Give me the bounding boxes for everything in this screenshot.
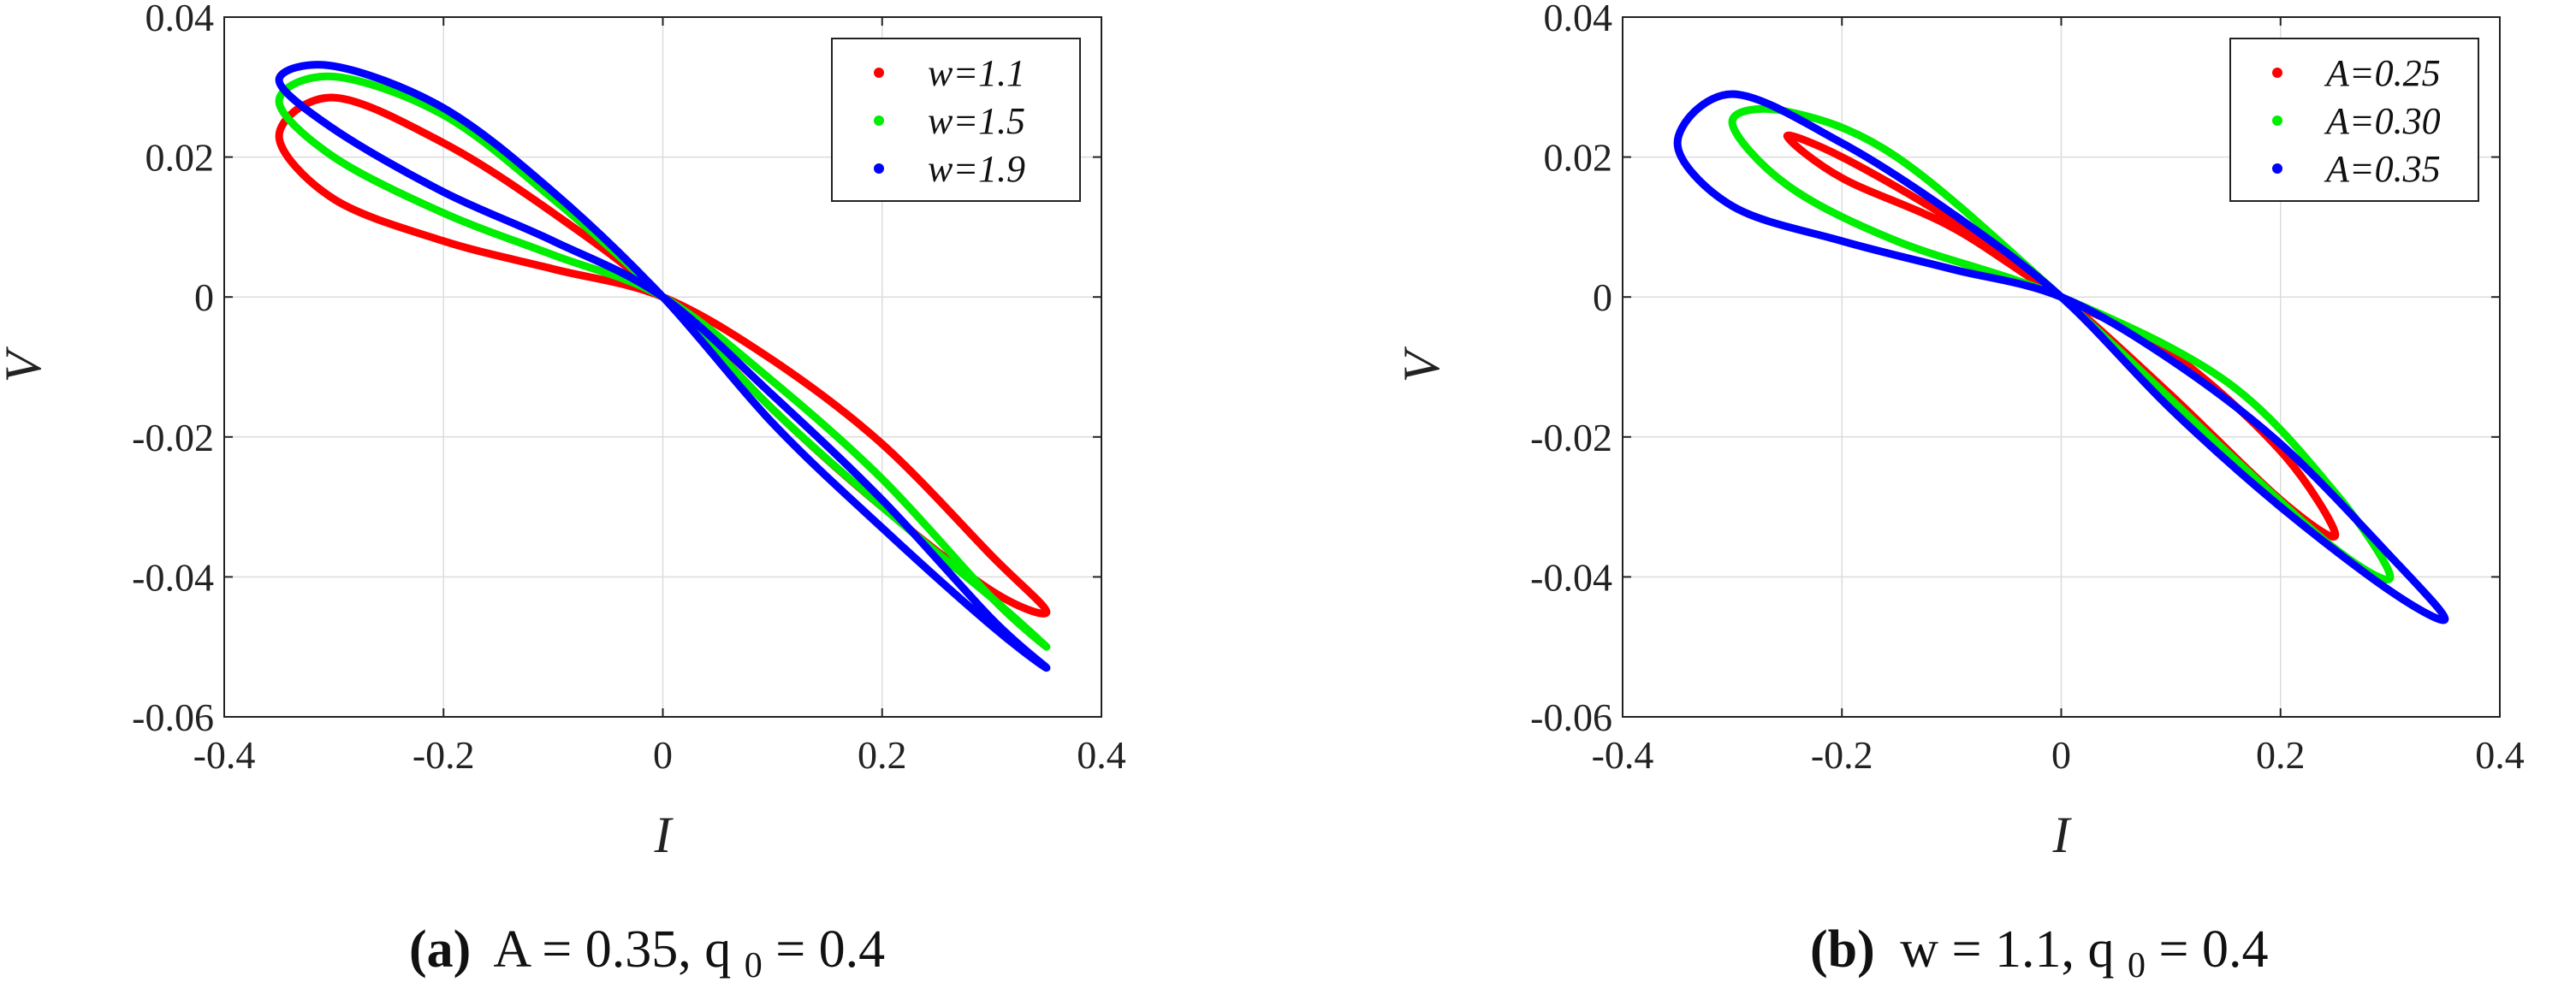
caption-tail-a: = 0.4	[775, 920, 885, 979]
legend-marker	[874, 68, 884, 78]
legend-a: w=1.1 w=1.5 w=1.9	[831, 38, 1081, 202]
caption-math-a: A = 0.35, q	[493, 920, 731, 979]
caption-label-b: (b)	[1810, 920, 1875, 979]
legend-marker	[874, 163, 884, 174]
y-tick-label: 0.02	[145, 136, 215, 180]
caption-a: (a) A = 0.35, q 0 = 0.4	[409, 920, 885, 989]
x-tick-label: 0.4	[2475, 733, 2525, 777]
y-tick-label: -0.02	[1530, 416, 1612, 459]
y-axis-label-a: V	[0, 346, 51, 382]
legend-label: A=0.25	[2324, 52, 2441, 94]
y-tick-label: -0.04	[132, 555, 214, 599]
y-tick-label: -0.06	[132, 695, 214, 739]
x-tick-label: 0.2	[858, 733, 907, 777]
caption-label-a: (a)	[409, 920, 471, 979]
x-tick-label: -0.4	[193, 733, 256, 777]
y-tick-label: -0.06	[1530, 695, 1612, 739]
x-axis-label-a: I	[654, 807, 674, 863]
series-line-a-0-30	[1728, 104, 2395, 583]
x-axis-label-b: I	[2052, 807, 2073, 863]
y-tick-label: 0.04	[1544, 0, 1613, 39]
caption-sub-b: 0	[2128, 946, 2146, 985]
legend-box	[831, 38, 1081, 202]
x-tick-label: 0	[653, 733, 673, 777]
y-tick-label: 0.04	[145, 0, 215, 39]
chart-panel-b: -0.4 -0.2 0 0.2 0.4 0.04 0.02 0 -0.02 -0.04 -0.06…	[1393, 0, 2525, 989]
curves-a	[275, 61, 1051, 672]
chart-panel-a: -0.4 -0.2 0 0.2 0.4 0.04 0.02 0 -0.02 -0.04 -0.06…	[0, 0, 1126, 989]
caption-tail-b: = 0.4	[2159, 920, 2269, 979]
x-tick-label: 0.4	[1077, 733, 1126, 777]
x-tick-labels-a: -0.4 -0.2 0 0.2 0.4	[193, 733, 1126, 777]
caption-math-b: w = 1.1, q	[1900, 920, 2114, 979]
legend-label: A=0.30	[2324, 100, 2441, 142]
legend-b: A=0.25 A=0.30 A=0.35	[2229, 38, 2479, 202]
legend-label: A=0.35	[2324, 148, 2441, 190]
legend-label: w=1.1	[928, 52, 1025, 94]
legend-marker	[874, 115, 884, 126]
series-line-a-0-35	[1673, 90, 2449, 624]
x-tick-label: 0	[2051, 733, 2071, 777]
x-tick-label: -0.2	[413, 733, 475, 777]
legend-marker	[2272, 68, 2282, 78]
y-tick-labels-b: 0.04 0.02 0 -0.02 -0.04 -0.06	[1530, 0, 1612, 739]
legend-label: w=1.9	[928, 148, 1025, 190]
curves-b	[1673, 90, 2449, 624]
caption-sub-a: 0	[745, 946, 763, 985]
x-tick-labels-b: -0.4 -0.2 0 0.2 0.4	[1592, 733, 2525, 777]
y-axis-label-b: V	[1393, 346, 1450, 382]
y-tick-labels-a: 0.04 0.02 0 -0.02 -0.04 -0.06	[132, 0, 214, 739]
legend-marker	[2272, 163, 2282, 174]
y-tick-label: 0	[1593, 275, 1612, 319]
y-tick-label: -0.04	[1530, 555, 1612, 599]
caption-b: (b) w = 1.1, q 0 = 0.4	[1810, 920, 2269, 989]
y-tick-label: -0.02	[132, 416, 214, 459]
y-tick-label: 0	[194, 275, 214, 319]
series-line-w-1-5	[275, 72, 1051, 651]
legend-marker	[2272, 115, 2282, 126]
y-tick-label: 0.02	[1544, 136, 1613, 180]
x-tick-label: -0.2	[1811, 733, 1873, 777]
legend-label: w=1.5	[928, 100, 1025, 142]
x-tick-label: 0.2	[2256, 733, 2306, 777]
legend-box	[2229, 38, 2479, 202]
x-tick-label: -0.4	[1592, 733, 1654, 777]
series-line-w-1-9	[275, 61, 1051, 672]
